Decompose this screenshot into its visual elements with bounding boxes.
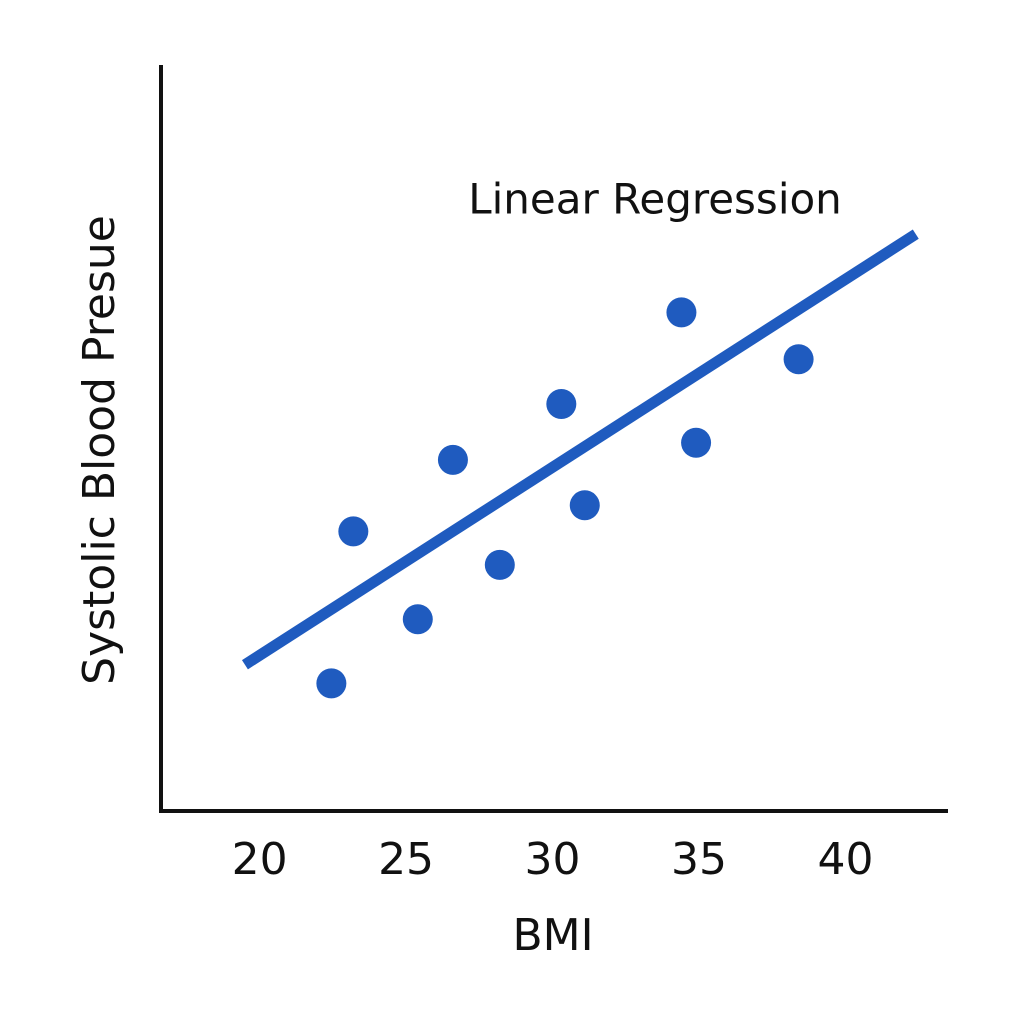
data-point <box>546 388 577 419</box>
data-point <box>338 516 369 547</box>
x-tick-label: 35 <box>671 834 727 885</box>
x-tick-label: 30 <box>525 834 581 885</box>
data-point <box>569 490 600 521</box>
y-axis-label: Systolic Blood Presue <box>74 215 125 685</box>
data-point <box>666 297 697 328</box>
x-tick-label: 25 <box>378 834 434 885</box>
annotation: Linear Regression <box>468 175 842 224</box>
data-point <box>783 344 814 375</box>
x-tick-label: 20 <box>232 834 288 885</box>
regression-line <box>241 229 919 670</box>
data-point <box>316 668 347 699</box>
data-point <box>681 427 712 458</box>
data-point <box>402 604 433 635</box>
x-axis-label: BMI <box>512 910 593 961</box>
data-point <box>437 444 468 475</box>
data-point <box>484 549 515 580</box>
x-tick-label: 40 <box>817 834 873 885</box>
